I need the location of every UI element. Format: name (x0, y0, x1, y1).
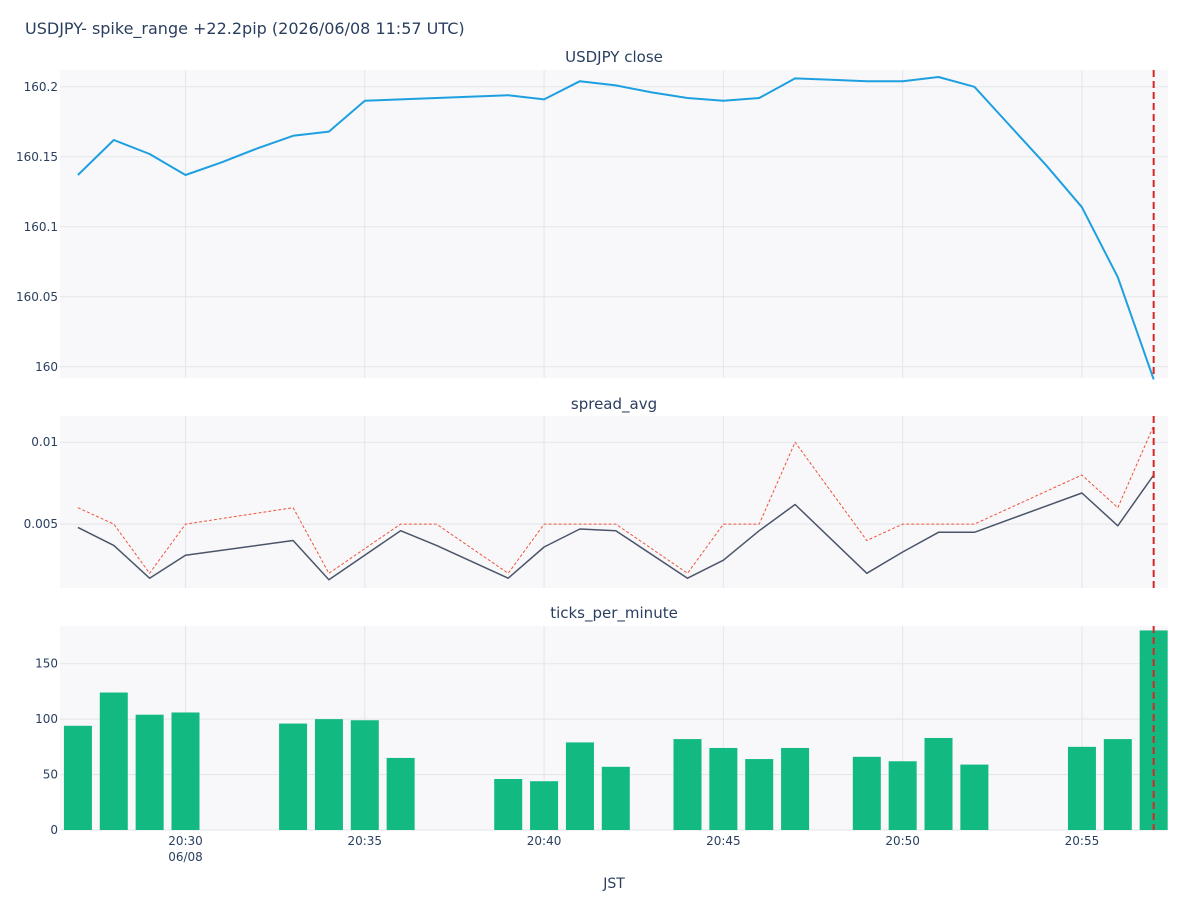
bar (350, 720, 379, 830)
y-tick-label: 0.01 (31, 435, 58, 449)
bar (601, 766, 630, 830)
bar (494, 779, 523, 830)
bar (135, 714, 164, 830)
plot-area-spread (60, 416, 1168, 588)
grid-close (60, 70, 1168, 378)
panel-title-close: USDJPY close (565, 48, 663, 66)
bar (1067, 746, 1096, 830)
y-tick-label: 160 (35, 360, 58, 374)
y-tick-label: 100 (35, 712, 58, 726)
bar (314, 719, 343, 830)
series-line-spread-max (77, 425, 1155, 574)
y-tick-label: 50 (43, 768, 58, 782)
panel-spread: 0.005 0.01 spread_avg (24, 395, 1168, 588)
y-tick-label: 0.005 (24, 517, 58, 531)
bar (781, 747, 810, 830)
x-tick-label: 20:50 (885, 834, 920, 848)
series-line-spread-avg (77, 474, 1155, 581)
bar (709, 747, 738, 830)
x-tick-label: 20:40 (527, 834, 562, 848)
y-tick-label: 150 (35, 657, 58, 671)
marks-spread (77, 425, 1155, 581)
panel-title-spread: spread_avg (571, 395, 657, 414)
panel-ticks: 0 50 100 150 ticks_per_minute (35, 604, 1168, 837)
x-axis-ticks: 20:30 20:35 20:40 20:45 20:50 20:55 (168, 834, 1099, 848)
x-axis-label: JST (602, 876, 625, 892)
bar (1103, 739, 1132, 830)
bar (888, 761, 917, 830)
bar (852, 756, 881, 830)
x-tick-label: 20:35 (347, 834, 382, 848)
y-ticks-ticks: 0 50 100 150 (35, 657, 58, 837)
y-tick-label: 0 (50, 823, 58, 837)
bar (565, 742, 594, 830)
panel-close: 160 160.05 160.1 160.15 160.2 USDJPY close (16, 48, 1168, 380)
y-ticks-spread: 0.005 0.01 (24, 435, 58, 531)
y-tick-label: 160.15 (16, 150, 58, 164)
y-ticks-close: 160 160.05 160.1 160.15 160.2 (16, 80, 58, 374)
chart-title: USDJPY- spike_range +22.2pip (2026/06/08… (25, 19, 465, 38)
bar (924, 737, 953, 830)
x-tick-label: 20:45 (706, 834, 741, 848)
bar (279, 723, 308, 830)
panel-title-ticks: ticks_per_minute (550, 604, 678, 623)
bar (745, 759, 774, 830)
bar (386, 757, 415, 830)
marks-close (77, 76, 1155, 380)
bar (673, 739, 702, 830)
plot-area-close (60, 70, 1168, 378)
bar (171, 712, 200, 830)
series-line-close (77, 76, 1155, 380)
bar (530, 781, 559, 830)
x-tick-label: 20:55 (1065, 834, 1100, 848)
y-tick-label: 160.1 (24, 220, 58, 234)
x-tick-label: 20:30 (168, 834, 203, 848)
bar (99, 692, 128, 830)
y-tick-label: 160.2 (24, 80, 58, 94)
y-tick-label: 160.05 (16, 290, 58, 304)
bar (63, 725, 92, 830)
x-date-label: 06/08 (168, 850, 203, 864)
bar (960, 764, 989, 830)
